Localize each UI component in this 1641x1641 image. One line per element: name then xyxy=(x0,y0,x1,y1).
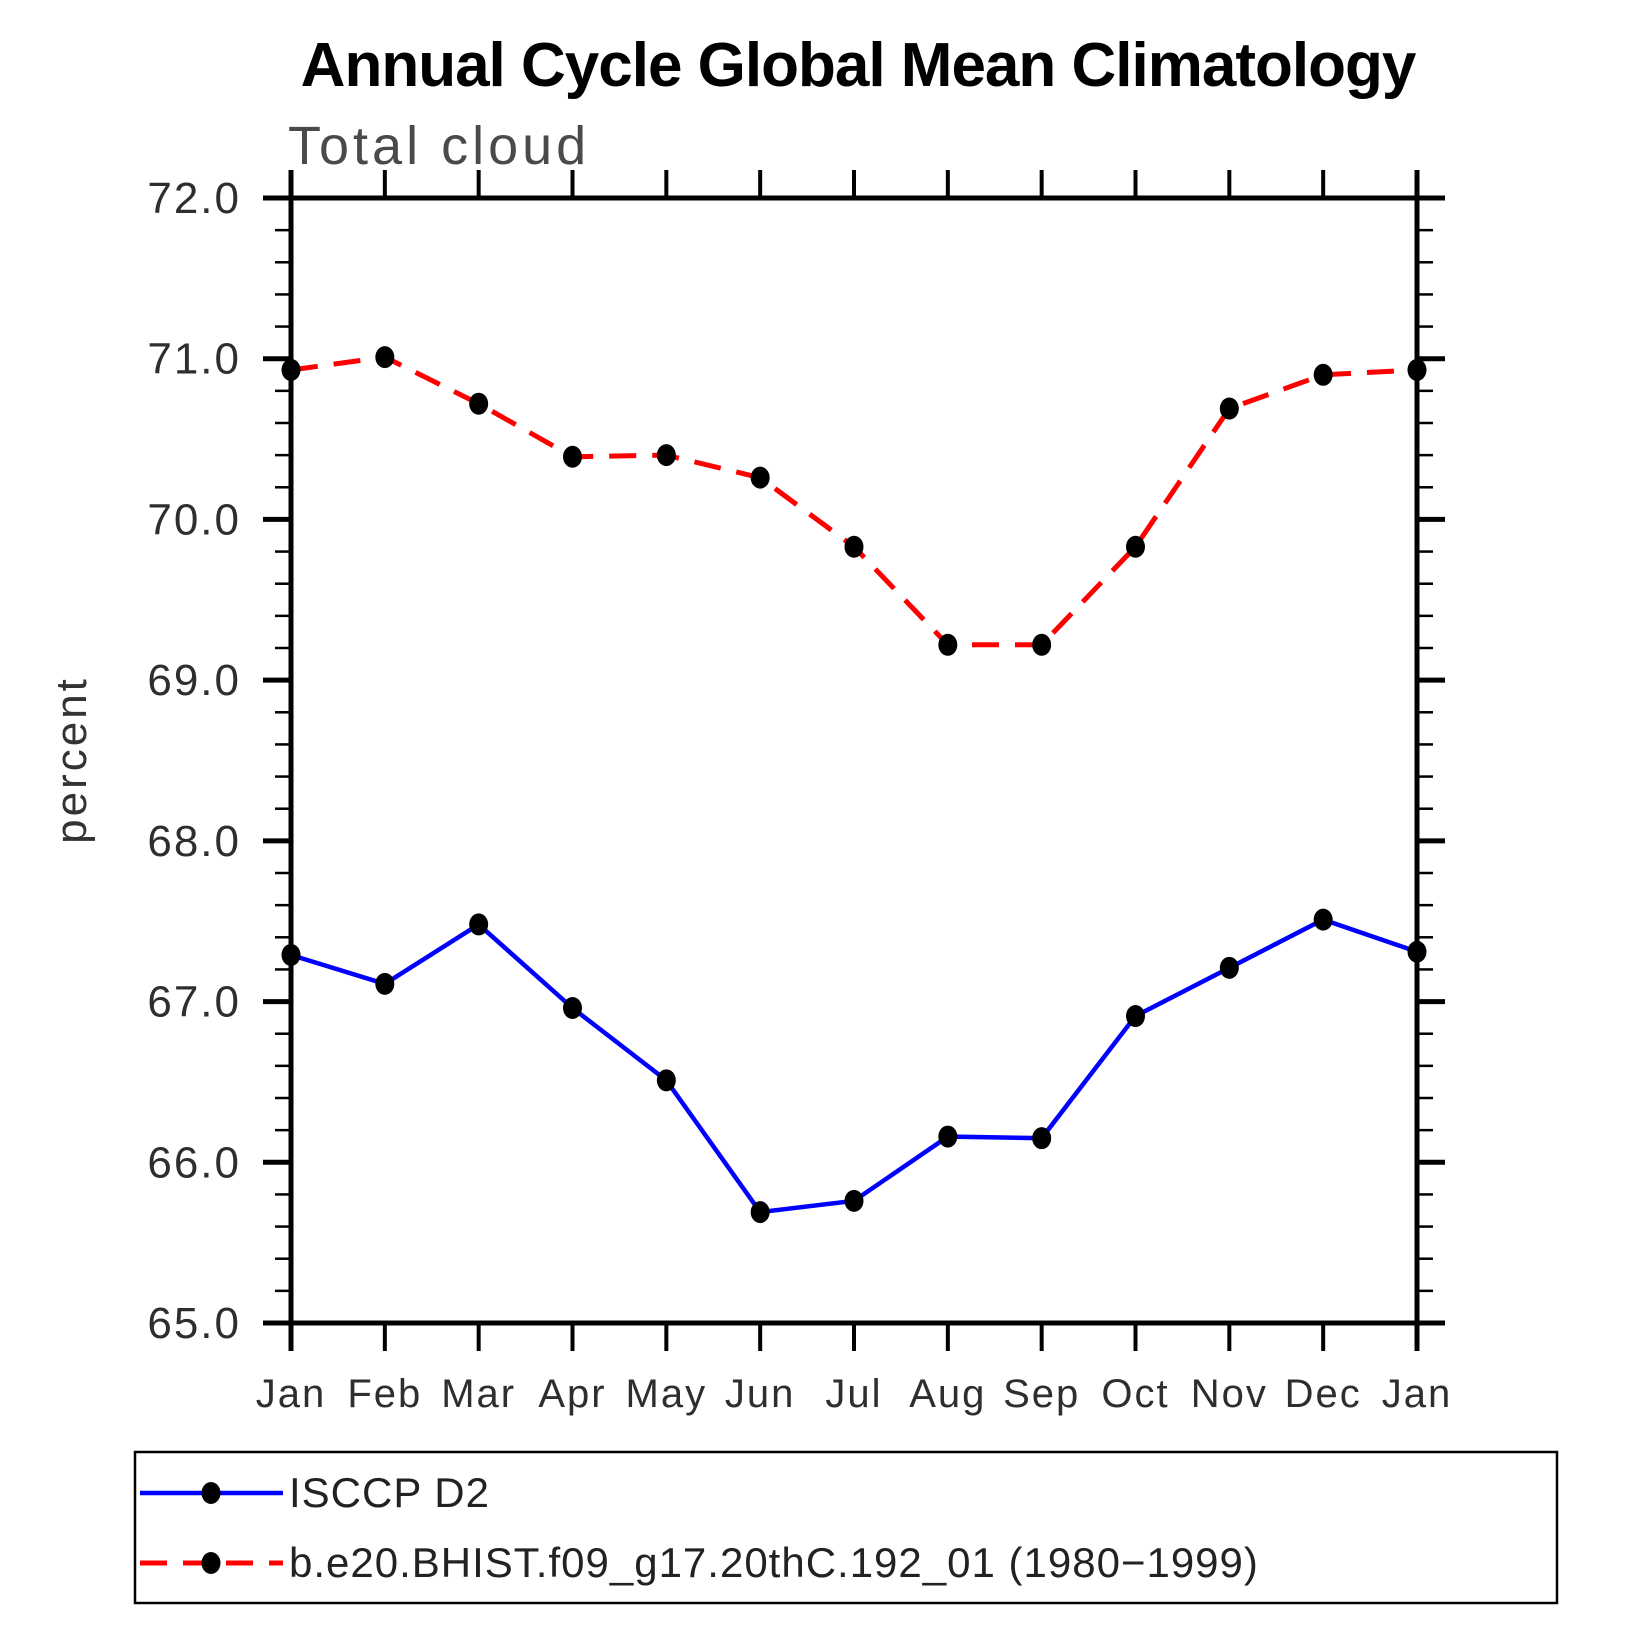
x-tick-label: Dec xyxy=(1285,1372,1362,1416)
series-lines xyxy=(281,346,1427,1224)
data-point-marker xyxy=(844,1189,864,1212)
y-tick-label: 66.0 xyxy=(147,1138,241,1187)
legend: ISCCP D2 b.e20.BHIST.f09_g17.20thC.192_01… xyxy=(133,1450,1559,1605)
series-line-obs xyxy=(290,917,1418,1215)
y-tick-label: 72.0 xyxy=(147,174,241,223)
y-tick-label: 70.0 xyxy=(147,495,241,544)
y-tick-label: 69.0 xyxy=(147,656,241,705)
legend-marker xyxy=(201,1482,221,1504)
data-point-marker xyxy=(469,392,489,415)
data-point-marker xyxy=(1032,1127,1052,1150)
y-tick-label: 71.0 xyxy=(147,335,241,384)
x-tick-label: Feb xyxy=(347,1372,422,1416)
axes: 65.0 66.0 67.0 68.0 69.0 70.0 71.0 72.0 Jan Feb Ma… xyxy=(147,170,1453,1416)
x-tick-label: Mar xyxy=(441,1372,516,1416)
data-point-marker xyxy=(1032,633,1052,656)
x-tick-label: Aug xyxy=(909,1372,986,1416)
data-point-marker xyxy=(656,444,676,467)
data-point-marker xyxy=(375,346,395,369)
chart-subtitle: Total cloud xyxy=(288,116,590,176)
data-point-marker xyxy=(563,997,582,1019)
y-tick-label: 68.0 xyxy=(147,817,241,866)
data-point-marker xyxy=(938,1125,958,1148)
data-point-marker xyxy=(281,358,301,381)
x-tick-label: Oct xyxy=(1101,1372,1169,1416)
x-tick-label: Nov xyxy=(1191,1372,1268,1416)
data-point-marker xyxy=(656,1069,676,1092)
x-tick-label: Jan xyxy=(256,1372,327,1416)
data-point-marker xyxy=(1407,940,1427,963)
data-point-marker xyxy=(1126,1005,1145,1028)
data-point-marker xyxy=(469,913,489,936)
x-tick-label: Jul xyxy=(825,1372,882,1416)
data-point-marker xyxy=(1126,535,1145,558)
data-point-marker xyxy=(281,943,301,966)
data-point-marker xyxy=(750,466,770,489)
data-point-marker xyxy=(938,633,958,656)
legend-entry-label: ISCCP D2 xyxy=(289,1469,490,1516)
y-tick-label: 65.0 xyxy=(147,1299,241,1348)
legend-box xyxy=(133,1450,1559,1605)
data-point-marker xyxy=(1313,908,1333,931)
data-point-marker xyxy=(375,972,395,995)
chart-title: Annual Cycle Global Mean Climatology xyxy=(301,31,1417,100)
legend-entry-label: b.e20.BHIST.f09_g17.20thC.192_01 (1980−1… xyxy=(289,1539,1259,1586)
x-tick-label: Jun xyxy=(725,1372,796,1416)
data-point-marker xyxy=(750,1201,770,1224)
data-point-marker xyxy=(1313,363,1333,386)
data-point-marker xyxy=(563,445,582,468)
data-point-marker xyxy=(1219,956,1239,979)
data-point-marker xyxy=(1407,358,1427,381)
x-tick-label: Sep xyxy=(1003,1372,1080,1416)
x-tick-label: Apr xyxy=(538,1372,606,1416)
data-point-marker xyxy=(1219,397,1239,420)
legend-marker xyxy=(201,1552,221,1574)
y-tick-label: 67.0 xyxy=(147,978,241,1027)
x-tick-label: May xyxy=(626,1372,708,1416)
data-point-marker xyxy=(844,535,864,558)
x-tick-label: Jan xyxy=(1382,1372,1453,1416)
y-axis-label: percent xyxy=(47,676,96,844)
series-line-model xyxy=(290,354,1418,648)
